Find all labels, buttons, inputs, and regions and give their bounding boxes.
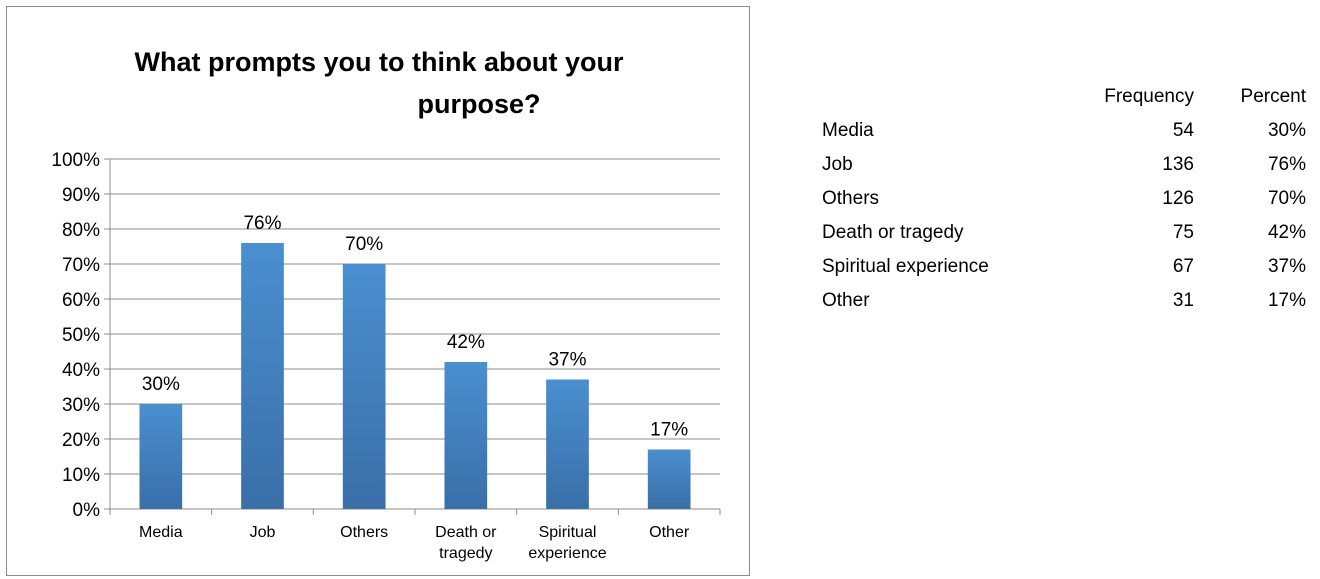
- table-cell-percent: 76%: [1267, 154, 1306, 175]
- x-tick-label: tragedy: [439, 545, 492, 562]
- y-tick-label: 20%: [62, 430, 100, 451]
- y-tick-label: 70%: [62, 255, 100, 276]
- table-row: Other 31 17%: [822, 284, 1306, 318]
- table-cell-percent: 30%: [1267, 120, 1306, 141]
- table-cell-frequency: 75: [1172, 222, 1194, 243]
- chart-title-line-2: purpose?: [417, 89, 541, 119]
- bar: [444, 362, 488, 509]
- data-label: 30%: [142, 374, 180, 395]
- table-header-category: [822, 80, 1072, 114]
- data-label: 70%: [345, 234, 383, 255]
- x-tick-label: Media: [139, 524, 183, 541]
- y-tick-label: 100%: [51, 150, 100, 171]
- table-cell-frequency: 54: [1172, 120, 1194, 141]
- frequency-table: Frequency Percent Media 54 30% Job 136 7…: [822, 80, 1312, 318]
- bar: [139, 404, 183, 509]
- x-tick-label: experience: [528, 545, 606, 562]
- y-tick-label: 60%: [62, 290, 100, 311]
- x-tick-label: Others: [340, 524, 388, 541]
- chart-title-line-1: What prompts you to think about your: [134, 47, 624, 77]
- table-cell-percent: 17%: [1267, 290, 1306, 311]
- bar: [342, 264, 386, 509]
- table-cell-percent: 70%: [1267, 188, 1306, 209]
- table-header-row: Frequency Percent: [822, 80, 1306, 114]
- table-cell-category: Death or tragedy: [822, 222, 964, 243]
- data-label: 76%: [243, 213, 281, 234]
- y-tick-label: 0%: [73, 500, 101, 521]
- table-header-frequency: Frequency: [1104, 86, 1194, 107]
- data-label: 42%: [447, 332, 485, 353]
- table-cell-frequency: 126: [1162, 188, 1194, 209]
- table-row: Job 136 76%: [822, 148, 1306, 182]
- table-row: Others 126 70%: [822, 182, 1306, 216]
- y-tick-label: 10%: [62, 465, 100, 486]
- table-cell-frequency: 31: [1172, 290, 1194, 311]
- x-tick-label: Other: [649, 524, 690, 541]
- table-cell-category: Other: [822, 290, 870, 311]
- y-tick-label: 50%: [62, 325, 100, 346]
- table-row: Media 54 30%: [822, 114, 1306, 148]
- table-cell-percent: 42%: [1267, 222, 1306, 243]
- bar-chart-plot: 0% 10% 20% 30% 40% 50% 60% 70% 80% 90% 100% 30% Medi…: [51, 150, 721, 562]
- data-label: 37%: [548, 350, 586, 371]
- table-header-percent: Percent: [1240, 86, 1306, 107]
- y-tick-label: 90%: [62, 185, 100, 206]
- table-cell-frequency: 136: [1162, 154, 1194, 175]
- data-label: 17%: [650, 420, 688, 441]
- y-tick-label: 30%: [62, 395, 100, 416]
- table-cell-category: Spiritual experience: [822, 256, 989, 277]
- table-cell-frequency: 67: [1172, 256, 1194, 277]
- table-cell-category: Job: [822, 154, 853, 175]
- x-tick-label: Job: [250, 524, 276, 541]
- y-tick-label: 40%: [62, 360, 100, 381]
- table-row: Death or tragedy 75 42%: [822, 216, 1306, 250]
- bar: [647, 449, 691, 509]
- bar: [241, 243, 284, 509]
- x-tick-label: Spiritual: [539, 524, 597, 541]
- bar: [546, 379, 589, 509]
- table-cell-percent: 37%: [1267, 256, 1306, 277]
- table-row: Spiritual experience 67 37%: [822, 250, 1306, 284]
- table-cell-category: Media: [822, 120, 874, 141]
- x-tick-label: Death or: [435, 524, 497, 541]
- y-tick-label: 80%: [62, 220, 100, 241]
- table-cell-category: Others: [822, 188, 880, 209]
- chart-frame: What prompts you to think about your pur…: [6, 6, 750, 576]
